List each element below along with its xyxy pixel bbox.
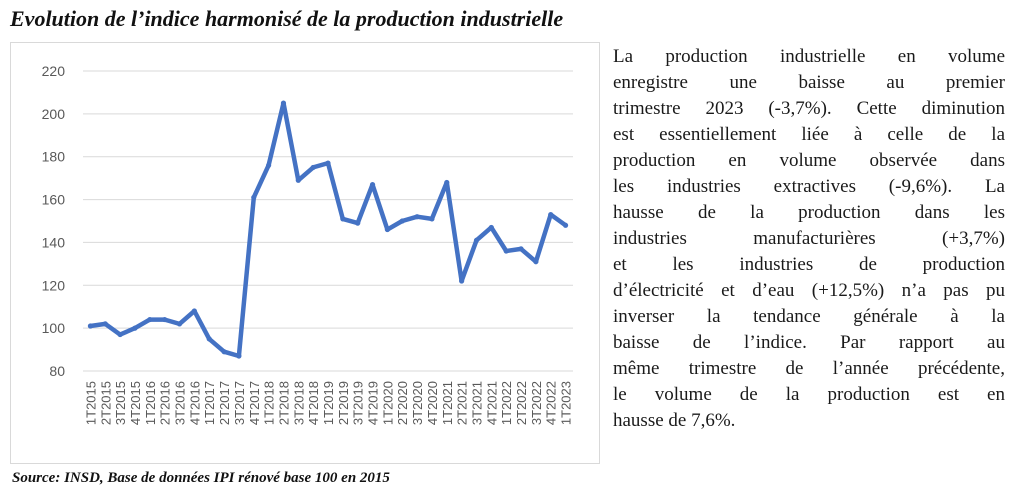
x-tick-label: 1T2019 (321, 381, 336, 425)
x-tick-label: 2T2020 (395, 381, 410, 425)
data-point (117, 331, 123, 338)
line-chart: 80 100 120 140 160 180 200 220 1T2015 2T2015 3T20… (10, 42, 600, 464)
data-point (251, 194, 257, 201)
paragraph-line: d’électricité et d’eau (+12,5%) n’a pas … (613, 280, 1005, 301)
x-tick-label: 4T2021 (484, 381, 499, 425)
data-point (562, 222, 569, 228)
data-point (325, 160, 331, 166)
paragraph-line: trimestre 2023 (-3,7%). Cette diminution (613, 98, 1005, 119)
x-tick-label: 4T2019 (366, 381, 381, 425)
x-tick-label: 3T2021 (469, 381, 484, 425)
data-point (102, 321, 108, 327)
y-tick-label: 100 (42, 320, 66, 336)
x-tick-label: 3T2019 (351, 381, 366, 425)
paragraph-line: est essentiellement liée à celle de la (613, 124, 1005, 145)
y-axis-ticks: 80 100 120 140 160 180 200 220 (42, 63, 66, 379)
paragraph-line: le volume de la production est en (613, 384, 1005, 405)
x-tick-label: 2T2022 (514, 381, 529, 425)
x-tick-label: 1T2015 (83, 381, 98, 425)
x-tick-label: 2T2021 (455, 381, 470, 425)
data-point (355, 220, 361, 226)
x-tick-label: 4T2022 (544, 381, 559, 425)
paragraph-line: La production industrielle en volume (613, 46, 1005, 67)
data-point (176, 321, 183, 327)
data-point (518, 246, 524, 252)
paragraph-line: enregistre une baisse au premier (613, 72, 1005, 93)
gridlines (83, 70, 573, 372)
x-axis-ticks: 1T2015 2T2015 3T2015 4T2015 1T2016 2T2016 3T20… (83, 381, 573, 425)
x-tick-label: 3T2016 (173, 381, 188, 425)
x-tick-label: 3T2017 (232, 381, 247, 425)
paragraph-line: inverser la tendance générale à la (613, 306, 1005, 327)
data-point (132, 325, 138, 331)
paragraph-line: les industries extractives (-9,6%). La (613, 176, 1005, 197)
data-point (162, 316, 168, 323)
y-tick-label: 180 (42, 149, 66, 165)
data-point (295, 177, 301, 183)
chart-title: Evolution de l’indice harmonisé de la pr… (10, 6, 564, 31)
paragraph-line: baisse de l’indice. Par rapport au (613, 332, 1005, 353)
paragraph-line: hausse de la production dans les (613, 202, 1005, 223)
x-tick-label: 1T2023 (559, 381, 574, 425)
data-point (206, 336, 212, 342)
data-point (459, 278, 465, 284)
x-tick-label: 2T2016 (158, 381, 173, 425)
x-tick-label: 4T2016 (187, 381, 202, 425)
y-tick-label: 140 (42, 234, 66, 250)
data-point (266, 162, 272, 168)
data-point (191, 308, 197, 314)
source-note: Source: INSD, Base de données IPI rénové… (12, 470, 390, 486)
x-tick-label: 4T2015 (128, 381, 143, 425)
x-tick-label: 2T2019 (336, 381, 351, 425)
x-tick-label: 1T2022 (499, 381, 514, 425)
paragraph-line: même trimestre de l’année précédente, (613, 358, 1005, 379)
data-point (147, 316, 153, 323)
x-tick-label: 1T2021 (440, 381, 455, 425)
data-point (503, 248, 509, 254)
y-tick-label: 160 (42, 192, 66, 208)
data-point (473, 237, 480, 243)
series-line (88, 100, 568, 359)
x-tick-label: 3T2015 (113, 381, 128, 425)
y-tick-label: 200 (42, 106, 66, 122)
paragraph-line: et les industries de production (613, 254, 1005, 275)
paragraph-line: hausse de 7,6%. (613, 410, 736, 431)
data-point (310, 164, 316, 171)
x-tick-label: 1T2018 (262, 381, 277, 425)
data-point (533, 259, 539, 265)
data-point (280, 100, 287, 106)
x-tick-label: 2T2015 (98, 381, 113, 425)
x-tick-label: 4T2017 (247, 381, 262, 425)
x-tick-label: 1T2017 (202, 381, 217, 425)
paragraph-line: industries manufacturières (+3,7%) (613, 228, 1005, 249)
data-point (87, 323, 94, 329)
data-point (236, 353, 242, 359)
x-tick-label: 2T2017 (217, 381, 232, 425)
x-tick-label: 1T2016 (143, 381, 158, 425)
data-point (414, 214, 420, 220)
data-point (548, 211, 554, 218)
x-tick-label: 3T2018 (291, 381, 306, 425)
series (87, 100, 569, 359)
data-point (488, 224, 494, 231)
data-point (221, 349, 227, 355)
data-point (429, 216, 435, 222)
x-tick-label: 4T2018 (306, 381, 321, 425)
paragraph-line: production en volume observée dans (613, 150, 1005, 171)
data-point (399, 218, 405, 224)
y-tick-label: 120 (42, 277, 66, 293)
data-point (340, 216, 346, 222)
data-point (444, 179, 450, 186)
commentary-paragraph: La production industrielle en volume enre… (613, 44, 1005, 434)
data-point (384, 226, 390, 233)
y-tick-label: 80 (49, 363, 65, 379)
x-tick-label: 2T2018 (276, 381, 291, 425)
y-tick-label: 220 (42, 63, 66, 79)
x-tick-label: 4T2020 (425, 381, 440, 425)
x-tick-label: 3T2020 (410, 381, 425, 425)
data-point (369, 181, 376, 188)
x-tick-label: 1T2020 (380, 381, 395, 425)
x-tick-label: 3T2022 (529, 381, 544, 425)
